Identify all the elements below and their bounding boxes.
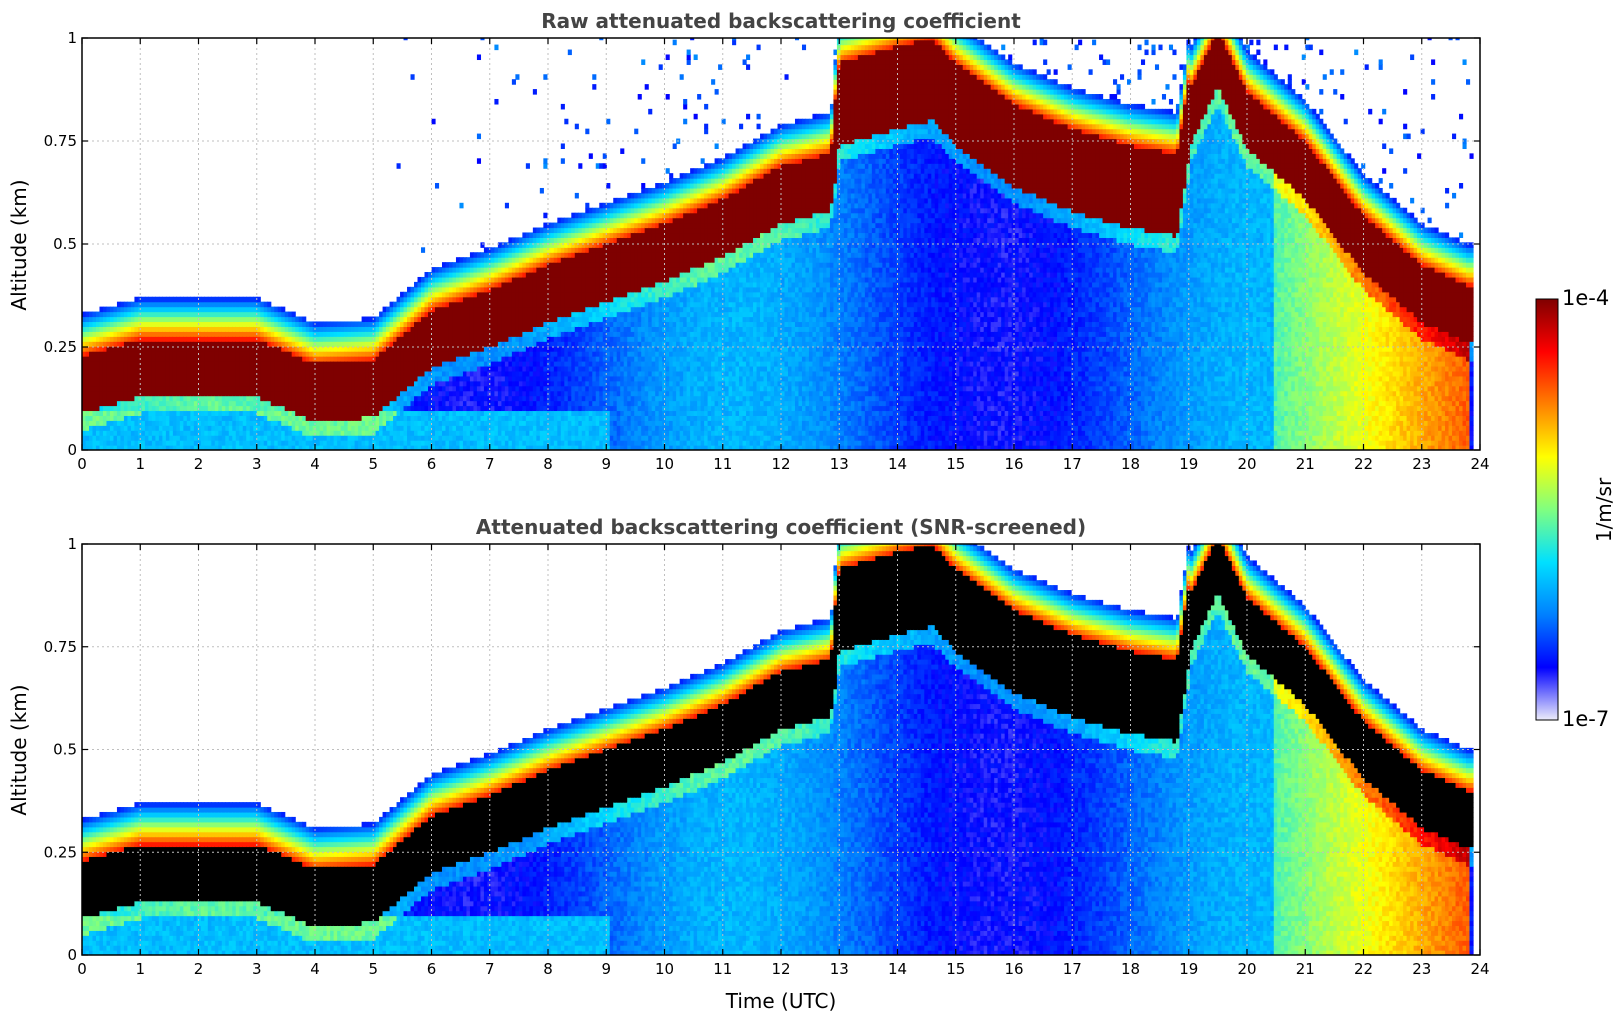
y-tick-label: 1 [67,535,77,553]
y-tick-label: 0.75 [44,132,77,150]
x-tick-label: 11 [713,455,732,473]
x-tick-label: 19 [1179,960,1198,978]
y-tick-label: 0.5 [53,741,77,759]
x-tick-label: 8 [543,455,553,473]
x-tick-label: 14 [888,455,907,473]
y-axis-label: Altitude (km) [7,179,31,310]
x-axis-ticks: 0 1 2 3 4 5 6 7 8 9 10 11 12 13 14 15 16 17 18 19 20 21 22 23 24 [77,544,1490,978]
y-axis-label: Altitude (km) [7,684,31,815]
x-tick-label: 7 [485,960,495,978]
x-tick-label: 2 [194,960,204,978]
x-tick-label: 3 [252,960,262,978]
x-tick-label: 13 [830,960,849,978]
x-tick-label: 4 [310,960,320,978]
x-tick-label: 21 [1296,455,1315,473]
x-tick-label: 15 [946,455,965,473]
x-tick-label: 6 [427,455,437,473]
x-tick-label: 23 [1412,455,1431,473]
panel-title: Attenuated backscattering coefficient (S… [476,515,1086,539]
x-tick-label: 15 [946,960,965,978]
y-tick-label: 0 [67,946,77,964]
heatmap-snr-screened [82,544,1474,955]
y-tick-label: 0.25 [44,338,77,356]
x-tick-label: 24 [1470,960,1489,978]
x-tick-label: 19 [1179,455,1198,473]
x-tick-label: 17 [1063,455,1082,473]
x-tick-label: 6 [427,960,437,978]
x-tick-label: 5 [368,960,378,978]
x-tick-label: 2 [194,455,204,473]
colorbar-min-label: 1e-7 [1562,707,1609,731]
x-tick-label: 0 [77,455,87,473]
colorbar: 1e-4 1e-7 1/m/sr [1535,286,1616,731]
x-tick-label: 21 [1296,960,1315,978]
x-axis-ticks: 0 1 2 3 4 5 6 7 8 9 10 11 12 13 14 15 16 17 18 19 20 21 22 23 24 [77,38,1490,473]
heatmap-raw [82,38,1474,450]
x-tick-label: 22 [1354,960,1373,978]
x-tick-label: 11 [713,960,732,978]
x-axis-label: Time (UTC) [725,989,837,1013]
x-tick-label: 7 [485,455,495,473]
x-tick-label: 9 [601,455,611,473]
y-axis-ticks: 0 0.25 0.5 0.75 1 [44,29,1480,459]
y-tick-label: 0.5 [53,235,77,253]
x-tick-label: 1 [135,960,145,978]
y-tick-label: 0.75 [44,638,77,656]
panel-snr-screened-backscatter: Attenuated backscattering coefficient (S… [7,515,1490,1013]
y-tick-label: 1 [67,29,77,47]
x-tick-label: 18 [1121,960,1140,978]
x-tick-label: 4 [310,455,320,473]
x-tick-label: 1 [135,455,145,473]
x-tick-label: 9 [601,960,611,978]
grid [82,38,1480,450]
x-tick-label: 12 [771,455,790,473]
x-tick-label: 14 [888,960,907,978]
x-tick-label: 10 [655,455,674,473]
y-tick-label: 0.25 [44,843,77,861]
colorbar-max-label: 1e-4 [1562,286,1609,310]
x-tick-label: 18 [1121,455,1140,473]
x-tick-label: 12 [771,960,790,978]
y-axis-ticks: 0 0.25 0.5 0.75 1 [44,535,1480,964]
x-tick-label: 5 [368,455,378,473]
panel-title: Raw attenuated backscattering coefficien… [541,9,1021,33]
x-tick-label: 0 [77,960,87,978]
x-tick-label: 20 [1237,455,1256,473]
panel-raw-backscatter: Raw attenuated backscattering coefficien… [7,9,1490,473]
x-tick-label: 16 [1004,455,1023,473]
x-tick-label: 16 [1004,960,1023,978]
x-tick-label: 23 [1412,960,1431,978]
x-tick-label: 24 [1470,455,1489,473]
colorbar-unit-label: 1/m/sr [1592,477,1616,542]
x-tick-label: 17 [1063,960,1082,978]
x-tick-label: 10 [655,960,674,978]
grid [82,544,1480,955]
x-tick-label: 13 [830,455,849,473]
x-tick-label: 22 [1354,455,1373,473]
x-tick-label: 20 [1237,960,1256,978]
y-tick-label: 0 [67,441,77,459]
x-tick-label: 8 [543,960,553,978]
x-tick-label: 3 [252,455,262,473]
colorbar-gradient [1535,298,1559,721]
